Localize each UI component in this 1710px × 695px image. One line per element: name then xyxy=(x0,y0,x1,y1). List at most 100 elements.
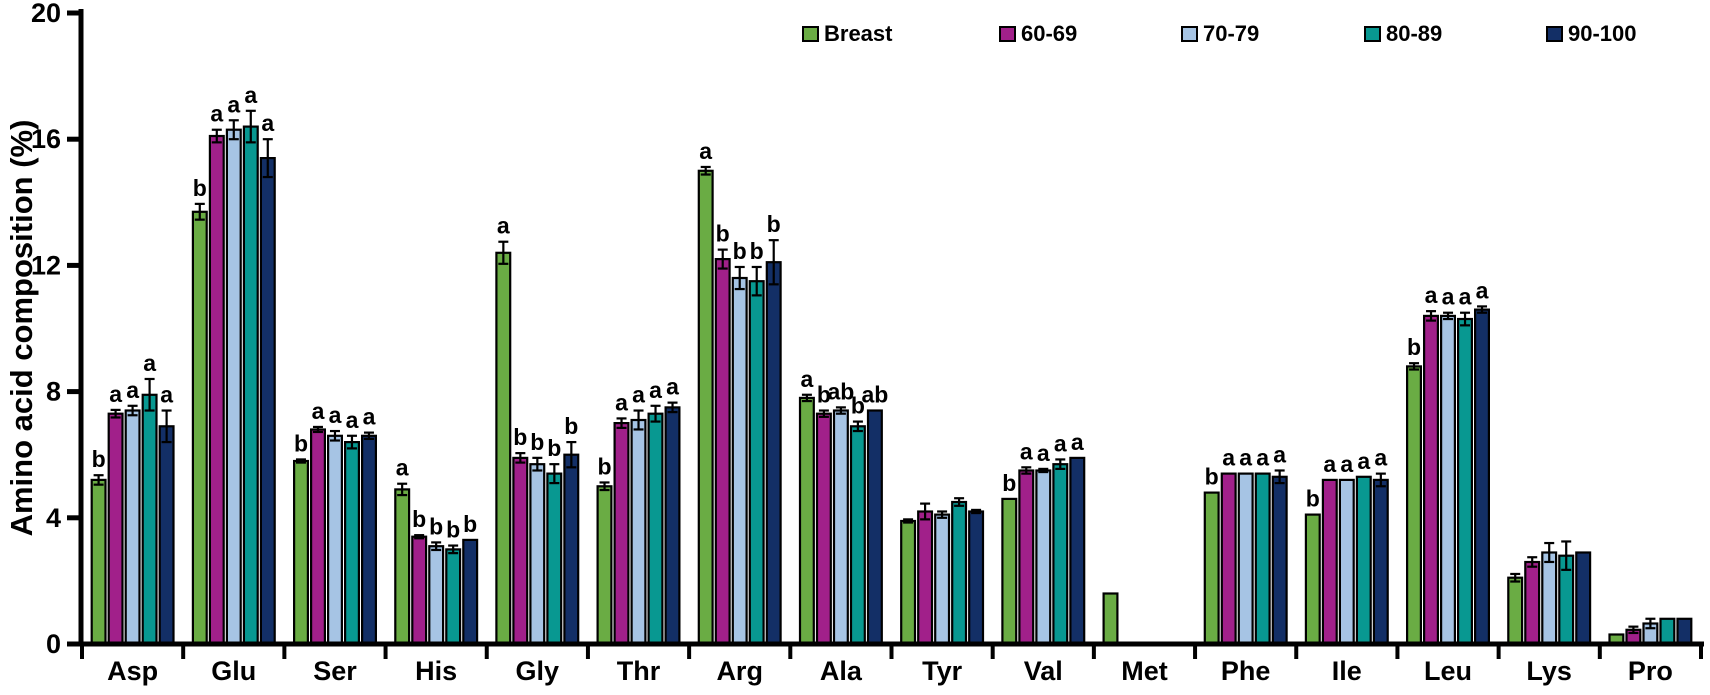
bar-ile-90-100 xyxy=(1372,478,1389,646)
significance-letter: b xyxy=(1306,486,1320,512)
significance-letter: a xyxy=(649,377,662,403)
bar-his-70-79 xyxy=(428,545,445,646)
significance-letter: a xyxy=(109,381,122,407)
bar-arg-90-100 xyxy=(765,261,782,646)
bar-asp-70-79 xyxy=(124,409,141,646)
significance-letter: a xyxy=(160,382,173,408)
significance-letter: b xyxy=(564,413,578,439)
bar-group-arg: abb bb xyxy=(697,138,782,646)
bar-group-his: ab b b b xyxy=(394,455,479,646)
category-label-gly: Gly xyxy=(516,656,560,686)
significance-letter: a xyxy=(1273,442,1286,468)
legend-swatch-70-79 xyxy=(1181,26,1198,42)
significance-letter: ab xyxy=(861,382,888,408)
significance-letter: b xyxy=(429,513,443,539)
significance-letter: a xyxy=(1340,451,1353,477)
significance-letter: a xyxy=(143,350,156,376)
bar-arg-breast xyxy=(697,169,714,646)
bar-thr-70-79 xyxy=(630,418,647,646)
legend-label-80-89: 80-89 xyxy=(1386,21,1442,46)
significance-letter: a xyxy=(801,366,814,392)
category-label-pro: Pro xyxy=(1628,656,1673,686)
bar-group-met xyxy=(1102,592,1119,646)
y-tick-label: 20 xyxy=(31,0,61,28)
bar-tyr-90-100 xyxy=(968,510,985,646)
significance-letter: b xyxy=(92,446,106,472)
significance-letter: a xyxy=(632,382,645,408)
legend-item-60-69: 60-69 xyxy=(999,21,1077,46)
bar-val-80-89 xyxy=(1052,463,1069,646)
bar-glu-80-89 xyxy=(242,125,259,646)
bar-ala-90-100 xyxy=(866,409,883,646)
significance-letter: b xyxy=(767,211,781,237)
bar-thr-90-100 xyxy=(664,406,681,646)
y-tick-label: 8 xyxy=(46,377,61,407)
bar-thr-breast xyxy=(596,485,613,646)
significance-letter: a xyxy=(1054,430,1067,456)
significance-letter: b xyxy=(733,238,747,264)
bar-val-70-79 xyxy=(1035,469,1052,646)
category-label-thr: Thr xyxy=(617,656,661,686)
bar-leu-70-79 xyxy=(1439,314,1456,646)
category-label-ser: Ser xyxy=(313,656,357,686)
bar-group-pro xyxy=(1608,617,1693,646)
significance-letter: a xyxy=(1037,440,1050,466)
bar-ile-breast xyxy=(1304,513,1321,646)
significance-letter: b xyxy=(446,517,460,543)
category-label-glu: Glu xyxy=(211,656,256,686)
significance-letter: a xyxy=(227,91,240,117)
category-label-ala: Ala xyxy=(820,656,863,686)
bar-phe-breast xyxy=(1203,491,1220,646)
bar-val-90-100 xyxy=(1069,456,1086,646)
bar-asp-breast xyxy=(90,478,107,646)
legend-label-70-79: 70-79 xyxy=(1203,21,1259,46)
bar-thr-60-69 xyxy=(613,422,630,646)
significance-letter: a xyxy=(1357,448,1370,474)
bar-glu-90-100 xyxy=(259,157,276,646)
bar-his-60-69 xyxy=(411,535,428,646)
bar-gly-70-79 xyxy=(529,463,546,646)
category-label-arg: Arg xyxy=(716,656,763,686)
significance-letter: a xyxy=(396,455,409,481)
bar-group-thr: ba a a a xyxy=(596,374,681,646)
bar-glu-breast xyxy=(191,210,208,646)
significance-letter: b xyxy=(1205,464,1219,490)
significance-letter: a xyxy=(1256,445,1269,471)
bar-gly-80-89 xyxy=(546,472,563,646)
bar-asp-60-69 xyxy=(107,412,124,646)
significance-letter: a xyxy=(1222,445,1235,471)
bar-lys-60-69 xyxy=(1524,560,1541,646)
category-label-his: His xyxy=(415,656,457,686)
bar-group-gly: ab b bb xyxy=(495,213,580,646)
bar-ser-70-79 xyxy=(327,434,344,646)
legend-swatch-breast xyxy=(802,26,819,42)
bar-arg-80-89 xyxy=(748,280,765,646)
significance-letter: a xyxy=(1323,451,1336,477)
bar-phe-80-89 xyxy=(1254,472,1271,646)
category-label-tyr: Tyr xyxy=(922,656,963,686)
bar-phe-70-79 xyxy=(1237,472,1254,646)
significance-letter: a xyxy=(363,404,376,430)
y-axis-title: Amino acid composition (%) xyxy=(4,120,39,537)
bar-asp-90-100 xyxy=(158,425,175,646)
significance-letter: b xyxy=(193,175,207,201)
significance-letter: b xyxy=(463,511,477,537)
category-label-leu: Leu xyxy=(1424,656,1472,686)
significance-letter: b xyxy=(1407,334,1421,360)
bar-glu-60-69 xyxy=(208,134,225,646)
bar-ile-70-79 xyxy=(1338,478,1355,646)
significance-letter: b xyxy=(851,393,865,419)
legend-swatch-90-100 xyxy=(1546,26,1563,42)
bar-thr-80-89 xyxy=(647,412,664,646)
legend-item-70-79: 70-79 xyxy=(1181,21,1259,46)
significance-letter: a xyxy=(1374,445,1387,471)
significance-letter: b xyxy=(412,506,426,532)
legend-item-80-89: 80-89 xyxy=(1364,21,1442,46)
bar-group-lys xyxy=(1507,540,1592,646)
bar-ala-60-69 xyxy=(815,412,832,646)
significance-letter: a xyxy=(699,138,712,164)
bar-phe-60-69 xyxy=(1220,472,1237,646)
significance-letter: a xyxy=(210,101,223,127)
bar-lys-70-79 xyxy=(1541,551,1558,646)
